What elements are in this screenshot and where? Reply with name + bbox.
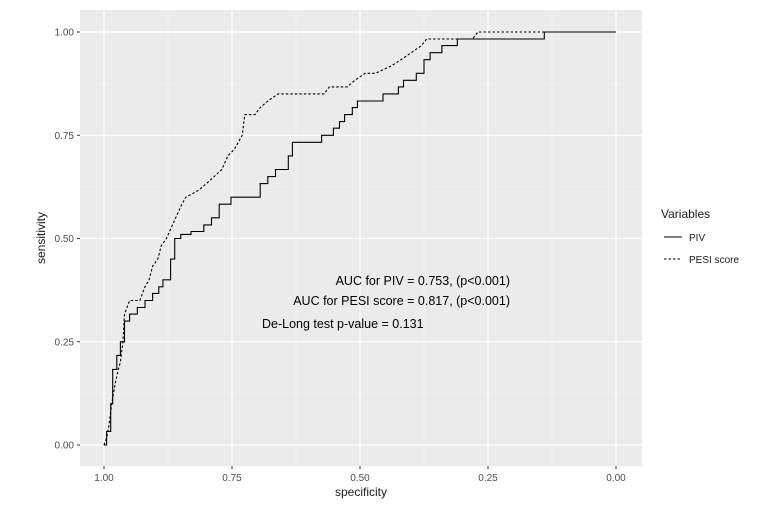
- x-tick-label: 1.00: [94, 473, 114, 484]
- x-tick-label: 0.00: [606, 473, 626, 484]
- legend-label-piv: PIV: [689, 233, 705, 244]
- x-axis-title: specificity: [335, 485, 387, 499]
- legend-label-pesi-score: PESI score: [689, 255, 739, 266]
- series-line-pesi-score: [103, 31, 616, 446]
- legend: Variables PIV PESI score: [661, 207, 739, 266]
- y-tick-label: 0.00: [55, 441, 75, 452]
- x-tick-label: 0.75: [222, 473, 242, 484]
- series-line-piv: [104, 31, 616, 446]
- annotation-group: AUC for PIV = 0.753, (p<0.001) AUC for P…: [262, 274, 510, 331]
- major-grid: [80, 10, 642, 466]
- annotation-auc-piv: AUC for PIV = 0.753, (p<0.001): [336, 274, 510, 288]
- y-axis-title: sensitivity: [34, 212, 48, 264]
- series-layer: [103, 31, 616, 446]
- x-tick-label: 0.50: [350, 473, 370, 484]
- legend-title: Variables: [661, 207, 710, 221]
- y-tick-label: 0.25: [55, 337, 75, 348]
- annotation-auc-pesi: AUC for PESI score = 0.817, (p<0.001): [293, 294, 510, 308]
- ticks-layer: 1.00 0.75 0.50 0.25 0.00 0.00 0.25 0.50 0.75 1.00: [55, 28, 627, 485]
- y-tick-label: 0.50: [55, 234, 75, 245]
- x-tick-label: 0.25: [478, 473, 498, 484]
- y-tick-label: 0.75: [55, 131, 75, 142]
- annotation-delong: De-Long test p-value = 0.131: [262, 317, 424, 331]
- y-tick-label: 1.00: [55, 28, 75, 39]
